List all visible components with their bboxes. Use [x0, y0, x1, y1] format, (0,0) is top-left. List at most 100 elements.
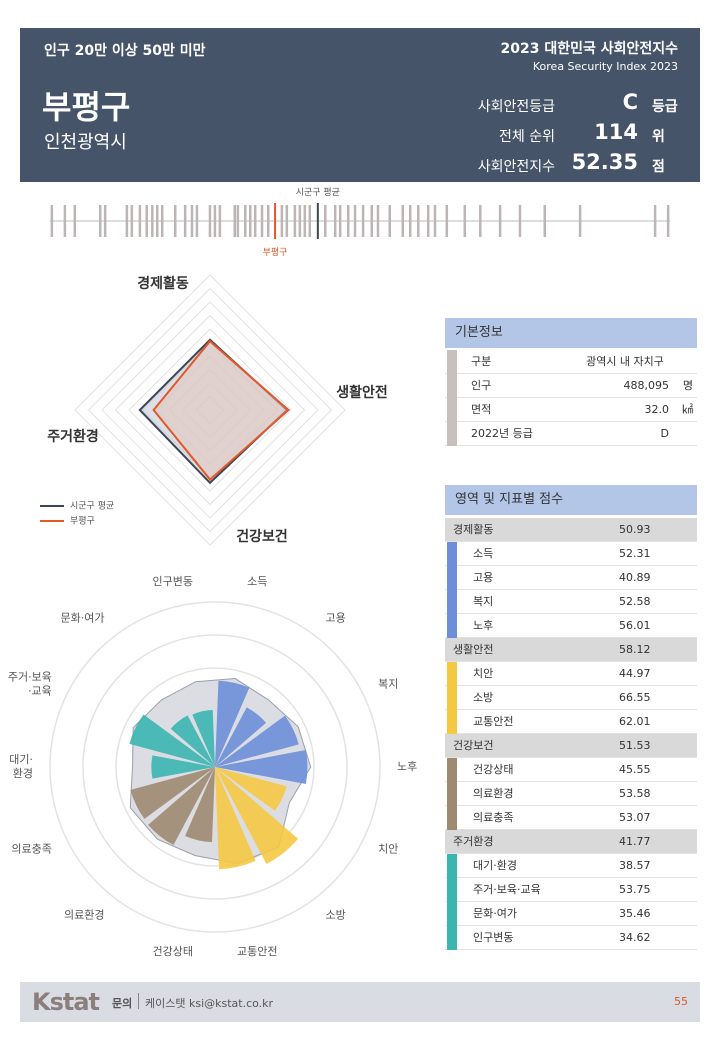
rose-label: 소방: [325, 909, 345, 922]
item-row: 소득 52.31: [445, 542, 697, 566]
item-value: 52.58: [619, 595, 651, 608]
stat-value: 114: [594, 120, 638, 144]
table-title: 기본정보: [445, 318, 697, 348]
item-row: 의료환경 53.58: [445, 782, 697, 806]
row-marker: [447, 662, 457, 686]
rose-bar: [148, 767, 215, 846]
row-marker: [447, 590, 457, 614]
rose-label: ·교육: [28, 685, 52, 698]
item-row: 교통안전 62.01: [445, 710, 697, 734]
radar-axis-label: 주거환경: [47, 428, 99, 445]
info-value: 32.0: [644, 403, 670, 416]
rose-label: 인구변동: [152, 575, 192, 588]
row-marker: [447, 806, 457, 830]
district-name: 부평구: [42, 88, 131, 126]
radar-ring: [101, 301, 319, 519]
item-name: 인구변동: [473, 931, 514, 944]
item-name: 주거·보육·교육: [473, 883, 541, 896]
item-row: 고용 40.89: [445, 566, 697, 590]
radar-ring: [87, 287, 333, 533]
info-label: 2022년 등급: [471, 427, 533, 440]
info-row: 면적 32.0 ㎢: [445, 398, 697, 422]
strip-avg-label: 시군구 평균: [296, 187, 340, 198]
rose-label: 대기·: [9, 753, 33, 766]
rose-label: 고용: [325, 611, 345, 624]
rose-label: 환경: [13, 767, 33, 780]
group-row: 경제활동 50.93: [445, 518, 697, 542]
row-marker: [447, 710, 457, 734]
stat-label: 사회안전등급: [477, 99, 555, 115]
rose-bar: [215, 750, 308, 784]
item-value: 45.55: [619, 763, 651, 776]
item-name: 건강상태: [473, 763, 514, 776]
footer: Kstat 문의 케이스탯 ksi@kstat.co.kr 55: [20, 982, 700, 1022]
item-name: 문화·여가: [473, 907, 517, 920]
item-value: 53.07: [619, 811, 651, 824]
rose-label: 주거·보육: [8, 671, 52, 684]
item-name: 의료충족: [473, 811, 514, 824]
row-marker: [447, 686, 457, 710]
radar-ring: [74, 274, 346, 546]
item-name: 복지: [473, 595, 494, 608]
stat-value: 52.35: [571, 150, 638, 174]
header: 인구 20만 이상 50만 미만 2023 대한민국 사회안전지수 Korea …: [20, 28, 700, 182]
row-marker: [447, 398, 457, 422]
radar-ring: [128, 328, 292, 492]
row-marker: [447, 350, 457, 374]
radar-axis-label: 건강보건: [236, 528, 288, 545]
info-label: 인구: [471, 379, 492, 392]
item-value: 40.89: [619, 571, 651, 584]
rose-bar: [215, 767, 299, 864]
strip-self-label: 부평구: [263, 247, 288, 258]
group: 인구 20만 이상 50만 미만: [44, 43, 206, 59]
rose-label: 복지: [378, 678, 398, 691]
info-value: 488,095: [623, 379, 670, 392]
item-row: 인구변동 34.62: [445, 926, 697, 950]
info-value: 광역시 내 자치구: [586, 355, 664, 368]
item-row: 의료충족 53.07: [445, 806, 697, 830]
item-name: 고용: [473, 571, 494, 584]
rose-bar: [215, 767, 287, 811]
radar-ring: [114, 314, 306, 506]
report-title: 2023 대한민국 사회안전지수: [500, 41, 678, 57]
item-name: 대기·환경: [473, 859, 517, 872]
rose-bar: [185, 767, 215, 843]
group-name: 경제활동: [453, 523, 494, 536]
rose-bar: [215, 680, 250, 767]
rose-label: 치안: [378, 842, 398, 855]
rose-bar: [130, 767, 215, 819]
info-label: 면적: [471, 403, 492, 416]
group-score: 50.93: [619, 523, 651, 536]
item-row: 대기·환경 38.57: [445, 854, 697, 878]
page-number: 55: [674, 995, 688, 1008]
rose-bar: [129, 714, 215, 767]
report-subtitle: Korea Security Index 2023: [532, 60, 678, 73]
radar-axis-label: 생활안전: [336, 384, 388, 401]
rose-label: 건강상태: [152, 945, 192, 958]
item-value: 38.57: [619, 859, 651, 872]
rose-ring: [115, 667, 315, 867]
radar-series: [152, 339, 290, 482]
group-row: 주거환경 41.77: [445, 830, 697, 854]
stat-value: C: [622, 90, 638, 114]
item-value: 62.01: [619, 715, 651, 728]
item-row: 문화·여가 35.46: [445, 902, 697, 926]
row-marker: [447, 422, 457, 446]
stat-label: 사회안전지수: [477, 159, 555, 175]
logo: Kstat: [32, 988, 100, 1016]
item-name: 치안: [473, 667, 494, 680]
group-score: 41.77: [619, 835, 651, 848]
info-row: 구분 광역시 내 자치구: [445, 350, 697, 374]
item-row: 건강상태 45.55: [445, 758, 697, 782]
item-name: 의료환경: [473, 787, 514, 800]
row-marker: [447, 878, 457, 902]
rose-ring: [82, 634, 348, 900]
item-value: 44.97: [619, 667, 651, 680]
rose-label: 의료충족: [11, 842, 51, 855]
basic-info: 기본정보 구분 광역시 내 자치구 인구 488,095 명 면적 32.0 ㎢ 2022년 등급…: [445, 318, 697, 448]
group-row: 건강보건 51.53: [445, 734, 697, 758]
rose-label: 노후: [397, 760, 417, 773]
rose-label: 교통안전: [237, 945, 277, 958]
group-name: 생활안전: [453, 643, 494, 656]
